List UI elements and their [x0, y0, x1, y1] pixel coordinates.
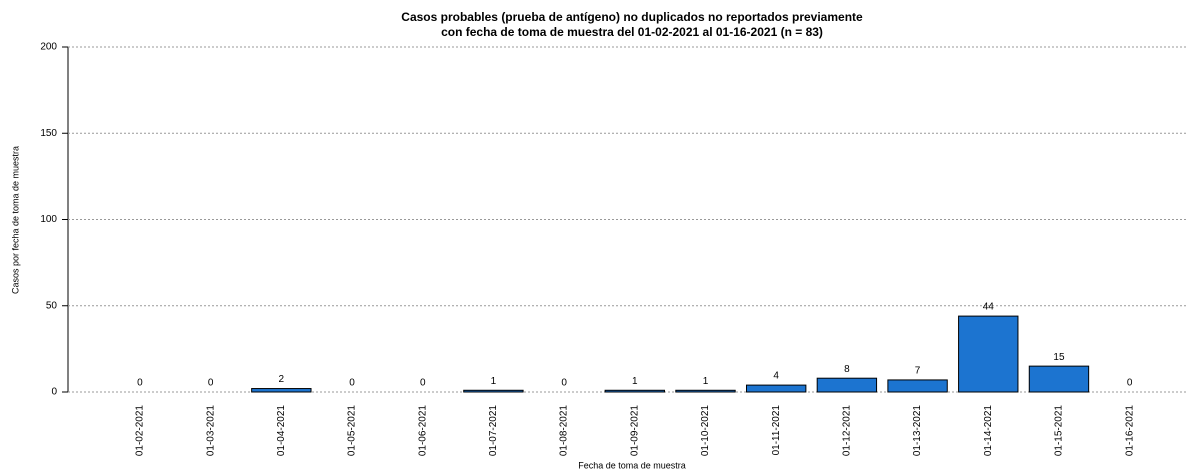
- value-label: 0: [349, 378, 355, 389]
- value-label: 1: [703, 376, 709, 387]
- value-label: 2: [279, 374, 285, 385]
- value-label: 8: [844, 364, 850, 375]
- x-tick-label: 01-02-2021: [135, 405, 146, 457]
- chart-title: Casos probables (prueba de antígeno) no …: [401, 10, 863, 24]
- y-tick-label: 100: [40, 214, 57, 225]
- value-label: 0: [137, 378, 143, 389]
- value-label: 1: [632, 376, 638, 387]
- value-label: 1: [491, 376, 497, 387]
- bar: [251, 388, 312, 393]
- value-label: 15: [1053, 352, 1065, 363]
- x-tick-label: 01-14-2021: [983, 405, 994, 457]
- value-label: 44: [983, 302, 995, 313]
- chart-title: con fecha de toma de muestra del 01-02-2…: [441, 25, 823, 39]
- y-tick-label: 200: [40, 42, 57, 53]
- value-label: 4: [773, 371, 779, 382]
- x-tick-label: 01-04-2021: [276, 405, 287, 457]
- bar: [1028, 365, 1090, 393]
- x-tick-label: 01-15-2021: [1054, 405, 1065, 457]
- bar: [816, 377, 878, 393]
- x-tick-label: 01-13-2021: [912, 405, 923, 457]
- value-label: 0: [208, 378, 214, 389]
- bar: [675, 389, 736, 393]
- x-tick-label: 01-16-2021: [1124, 405, 1135, 457]
- bar: [745, 384, 807, 393]
- x-tick-label: 01-10-2021: [700, 405, 711, 457]
- bar: [887, 379, 948, 393]
- value-label: 0: [1127, 378, 1133, 389]
- value-label: 7: [915, 366, 921, 377]
- bar: [463, 389, 524, 393]
- x-tick-label: 01-07-2021: [488, 405, 499, 457]
- x-tick-label: 01-03-2021: [205, 405, 216, 457]
- y-tick-label: 0: [51, 387, 57, 398]
- bar: [604, 389, 665, 393]
- x-tick-label: 01-12-2021: [842, 405, 853, 457]
- bar: [958, 315, 1019, 393]
- y-tick-label: 50: [46, 300, 58, 311]
- x-tick-label: 01-09-2021: [629, 405, 640, 457]
- value-label: 0: [420, 378, 426, 389]
- x-tick-label: 01-08-2021: [559, 405, 570, 457]
- x-tick-label: 01-11-2021: [771, 405, 782, 456]
- y-tick-label: 150: [40, 128, 57, 139]
- value-label: 0: [561, 378, 567, 389]
- x-tick-label: 01-05-2021: [347, 405, 358, 457]
- y-axis-label: Casos por fecha de toma de muestra: [10, 146, 20, 294]
- x-tick-label: 01-06-2021: [417, 405, 428, 457]
- x-axis-label: Fecha de toma de muestra: [578, 460, 686, 470]
